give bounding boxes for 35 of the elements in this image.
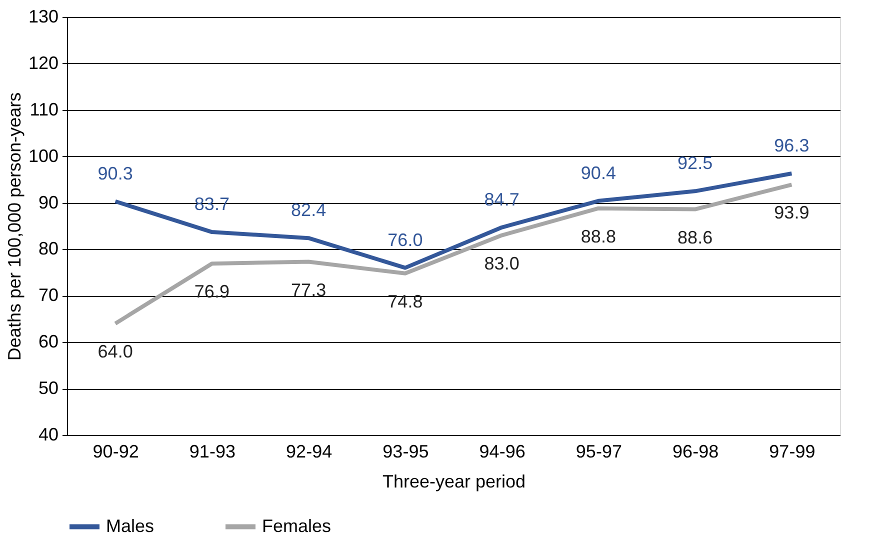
x-tick-label: 97-99 bbox=[769, 442, 816, 462]
x-tick-label: 90-92 bbox=[92, 442, 139, 462]
data-label: 82.4 bbox=[291, 200, 326, 220]
data-label: 88.6 bbox=[678, 227, 713, 248]
x-tick-label: 95-97 bbox=[576, 442, 622, 462]
data-label: 93.9 bbox=[774, 202, 810, 223]
x-axis-title: Three-year period bbox=[382, 472, 526, 492]
x-tick-label: 92-94 bbox=[286, 442, 332, 462]
y-tick-label: 100 bbox=[28, 146, 58, 166]
legend-label: Males bbox=[106, 516, 154, 536]
x-tick-label: 96-98 bbox=[672, 442, 719, 462]
x-tick-label: 94-96 bbox=[479, 442, 526, 462]
y-axis-title: Deaths per 100,000 person-years bbox=[4, 92, 24, 361]
y-tick-label: 80 bbox=[38, 238, 58, 259]
data-label: 90.3 bbox=[98, 163, 133, 184]
x-tick-label: 93-95 bbox=[382, 442, 429, 462]
y-tick-label: 90 bbox=[38, 192, 58, 212]
data-label: 76.0 bbox=[388, 230, 423, 250]
legend-label: Females bbox=[262, 516, 332, 536]
y-tick-label: 130 bbox=[28, 6, 58, 26]
data-label: 88.8 bbox=[580, 226, 616, 246]
y-tick-label: 60 bbox=[38, 332, 58, 352]
y-tick-label: 110 bbox=[30, 99, 58, 120]
data-label: 92.5 bbox=[678, 153, 713, 174]
data-label: 90.4 bbox=[580, 162, 616, 183]
x-tick-label: 91-93 bbox=[189, 442, 236, 462]
y-tick-label: 40 bbox=[38, 424, 58, 444]
data-label: 96.3 bbox=[774, 136, 810, 156]
data-label: 74.8 bbox=[388, 291, 423, 312]
data-label: 77.3 bbox=[291, 280, 326, 300]
y-tick-label: 50 bbox=[38, 378, 58, 398]
y-tick-label: 70 bbox=[38, 285, 58, 306]
data-label: 83.0 bbox=[484, 253, 520, 274]
y-tick-label: 120 bbox=[28, 52, 58, 73]
data-label: 64.0 bbox=[98, 342, 133, 362]
